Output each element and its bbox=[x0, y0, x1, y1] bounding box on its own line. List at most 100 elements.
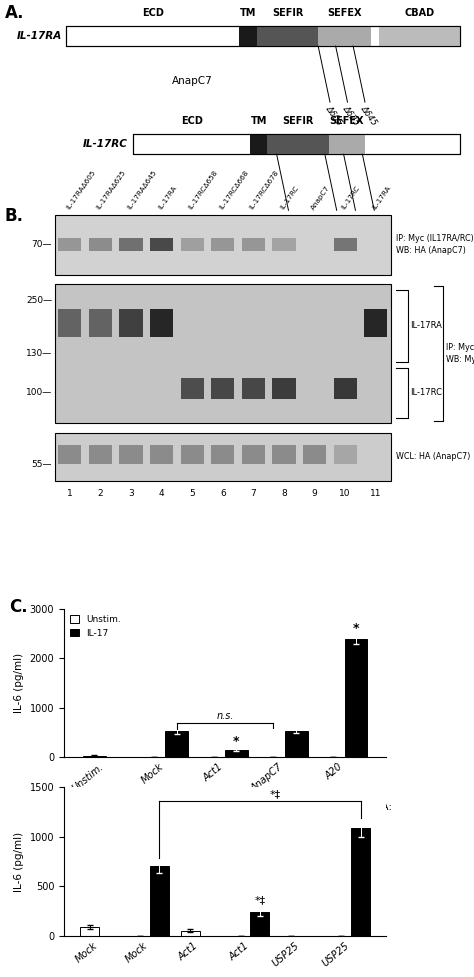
Bar bbox=[89, 238, 112, 251]
Bar bbox=[119, 446, 143, 464]
Text: n.s.: n.s. bbox=[217, 711, 234, 721]
Bar bbox=[55, 284, 391, 423]
Text: 250—: 250— bbox=[26, 296, 52, 306]
Text: 2: 2 bbox=[98, 488, 103, 498]
Text: 11: 11 bbox=[370, 488, 382, 498]
Text: 9: 9 bbox=[312, 488, 318, 498]
Text: IL-17RA: IL-17RA bbox=[157, 185, 177, 211]
Bar bbox=[211, 238, 235, 251]
Bar bbox=[119, 238, 143, 251]
Bar bbox=[242, 378, 265, 399]
Bar bbox=[334, 378, 357, 399]
Bar bbox=[285, 731, 308, 757]
Text: SEFIR: SEFIR bbox=[282, 116, 314, 126]
Bar bbox=[273, 378, 296, 399]
Text: IL-17RCΔ658: IL-17RCΔ658 bbox=[187, 170, 219, 211]
Text: SEFEX: SEFEX bbox=[330, 116, 364, 126]
Text: *‡: *‡ bbox=[255, 895, 265, 905]
Bar bbox=[211, 378, 235, 399]
Text: 6: 6 bbox=[220, 488, 226, 498]
Bar bbox=[165, 732, 188, 757]
Bar bbox=[150, 446, 173, 464]
Text: 8: 8 bbox=[281, 488, 287, 498]
Text: IL-17RC: IL-17RC bbox=[83, 139, 128, 149]
Text: SEFIR: SEFIR bbox=[272, 8, 303, 18]
Bar bbox=[273, 446, 296, 464]
Bar bbox=[250, 134, 267, 154]
Text: IL-17RA: IL-17RA bbox=[17, 31, 62, 41]
Y-axis label: IL-6 (pg/ml): IL-6 (pg/ml) bbox=[14, 831, 24, 892]
Bar bbox=[80, 927, 99, 936]
Text: 10: 10 bbox=[339, 488, 351, 498]
Text: *: * bbox=[233, 736, 240, 748]
Text: 100—: 100— bbox=[26, 388, 52, 397]
Text: IP: Myc
WB: Myc: IP: Myc WB: Myc bbox=[446, 343, 474, 364]
Bar bbox=[329, 134, 365, 154]
Bar bbox=[58, 446, 82, 464]
Bar bbox=[351, 828, 370, 936]
Bar bbox=[364, 310, 387, 337]
Bar bbox=[150, 310, 173, 337]
Text: ECD: ECD bbox=[181, 116, 202, 126]
Bar bbox=[303, 446, 326, 464]
Text: IL-17RAΔ605: IL-17RAΔ605 bbox=[65, 169, 97, 211]
Bar bbox=[181, 378, 204, 399]
Text: Δ605: Δ605 bbox=[324, 105, 344, 127]
Text: 7: 7 bbox=[250, 488, 256, 498]
Text: 55—: 55— bbox=[32, 460, 52, 469]
Text: IP: Myc (IL17RA/RC)
WB: HA (AnapC7): IP: Myc (IL17RA/RC) WB: HA (AnapC7) bbox=[396, 234, 474, 255]
Text: Δ658: Δ658 bbox=[330, 212, 350, 235]
Bar bbox=[257, 26, 318, 46]
Text: ECD: ECD bbox=[142, 8, 164, 18]
Text: SEFEX: SEFEX bbox=[328, 8, 362, 18]
Bar bbox=[334, 446, 357, 464]
Bar bbox=[119, 310, 143, 337]
Text: CBAD: CBAD bbox=[404, 8, 435, 18]
Bar bbox=[242, 446, 265, 464]
Bar bbox=[55, 433, 391, 481]
Text: Δ678: Δ678 bbox=[368, 212, 388, 235]
Text: Δ645: Δ645 bbox=[358, 105, 378, 127]
Bar bbox=[345, 639, 367, 757]
Bar bbox=[58, 310, 82, 337]
Text: TM: TM bbox=[240, 8, 256, 18]
Text: 4: 4 bbox=[159, 488, 164, 498]
Bar bbox=[89, 446, 112, 464]
Text: IL-17RC: IL-17RC bbox=[279, 185, 300, 211]
Text: AnapC7: AnapC7 bbox=[172, 75, 212, 86]
Text: IL-17RAΔ625: IL-17RAΔ625 bbox=[95, 169, 127, 211]
Bar bbox=[55, 215, 391, 275]
Bar bbox=[242, 238, 265, 251]
Text: 130—: 130— bbox=[26, 349, 52, 359]
Bar bbox=[211, 446, 235, 464]
Text: AnapC7: AnapC7 bbox=[310, 185, 331, 211]
Text: *: * bbox=[353, 621, 359, 635]
Bar bbox=[89, 310, 112, 337]
Bar bbox=[379, 26, 460, 46]
Bar bbox=[181, 446, 204, 464]
Text: IL-17RC: IL-17RC bbox=[410, 388, 442, 397]
Bar bbox=[239, 26, 257, 46]
Text: B.: B. bbox=[5, 207, 24, 225]
Legend: Unstim., IL-17: Unstim., IL-17 bbox=[69, 614, 123, 639]
Bar bbox=[58, 238, 82, 251]
Text: 3: 3 bbox=[128, 488, 134, 498]
Text: IL-17RAΔ645: IL-17RAΔ645 bbox=[126, 169, 158, 211]
Text: IL-17RA: IL-17RA bbox=[410, 321, 442, 330]
Bar bbox=[318, 26, 371, 46]
Text: IL-17RA: IL-17RA bbox=[371, 185, 392, 211]
Bar bbox=[150, 866, 169, 936]
Bar bbox=[181, 930, 200, 936]
Bar bbox=[267, 134, 329, 154]
Text: IL-17RCΔ678: IL-17RCΔ678 bbox=[248, 170, 280, 211]
Text: IL-17RCΔ668: IL-17RCΔ668 bbox=[218, 170, 249, 211]
Bar bbox=[83, 755, 106, 757]
Text: Δ668: Δ668 bbox=[349, 212, 369, 235]
Bar bbox=[66, 26, 460, 46]
Text: Δ639: Δ639 bbox=[282, 212, 302, 235]
Text: 70—: 70— bbox=[32, 240, 52, 249]
Bar bbox=[181, 238, 204, 251]
Text: A.: A. bbox=[5, 4, 24, 22]
Text: 5: 5 bbox=[189, 488, 195, 498]
Bar bbox=[334, 238, 357, 251]
